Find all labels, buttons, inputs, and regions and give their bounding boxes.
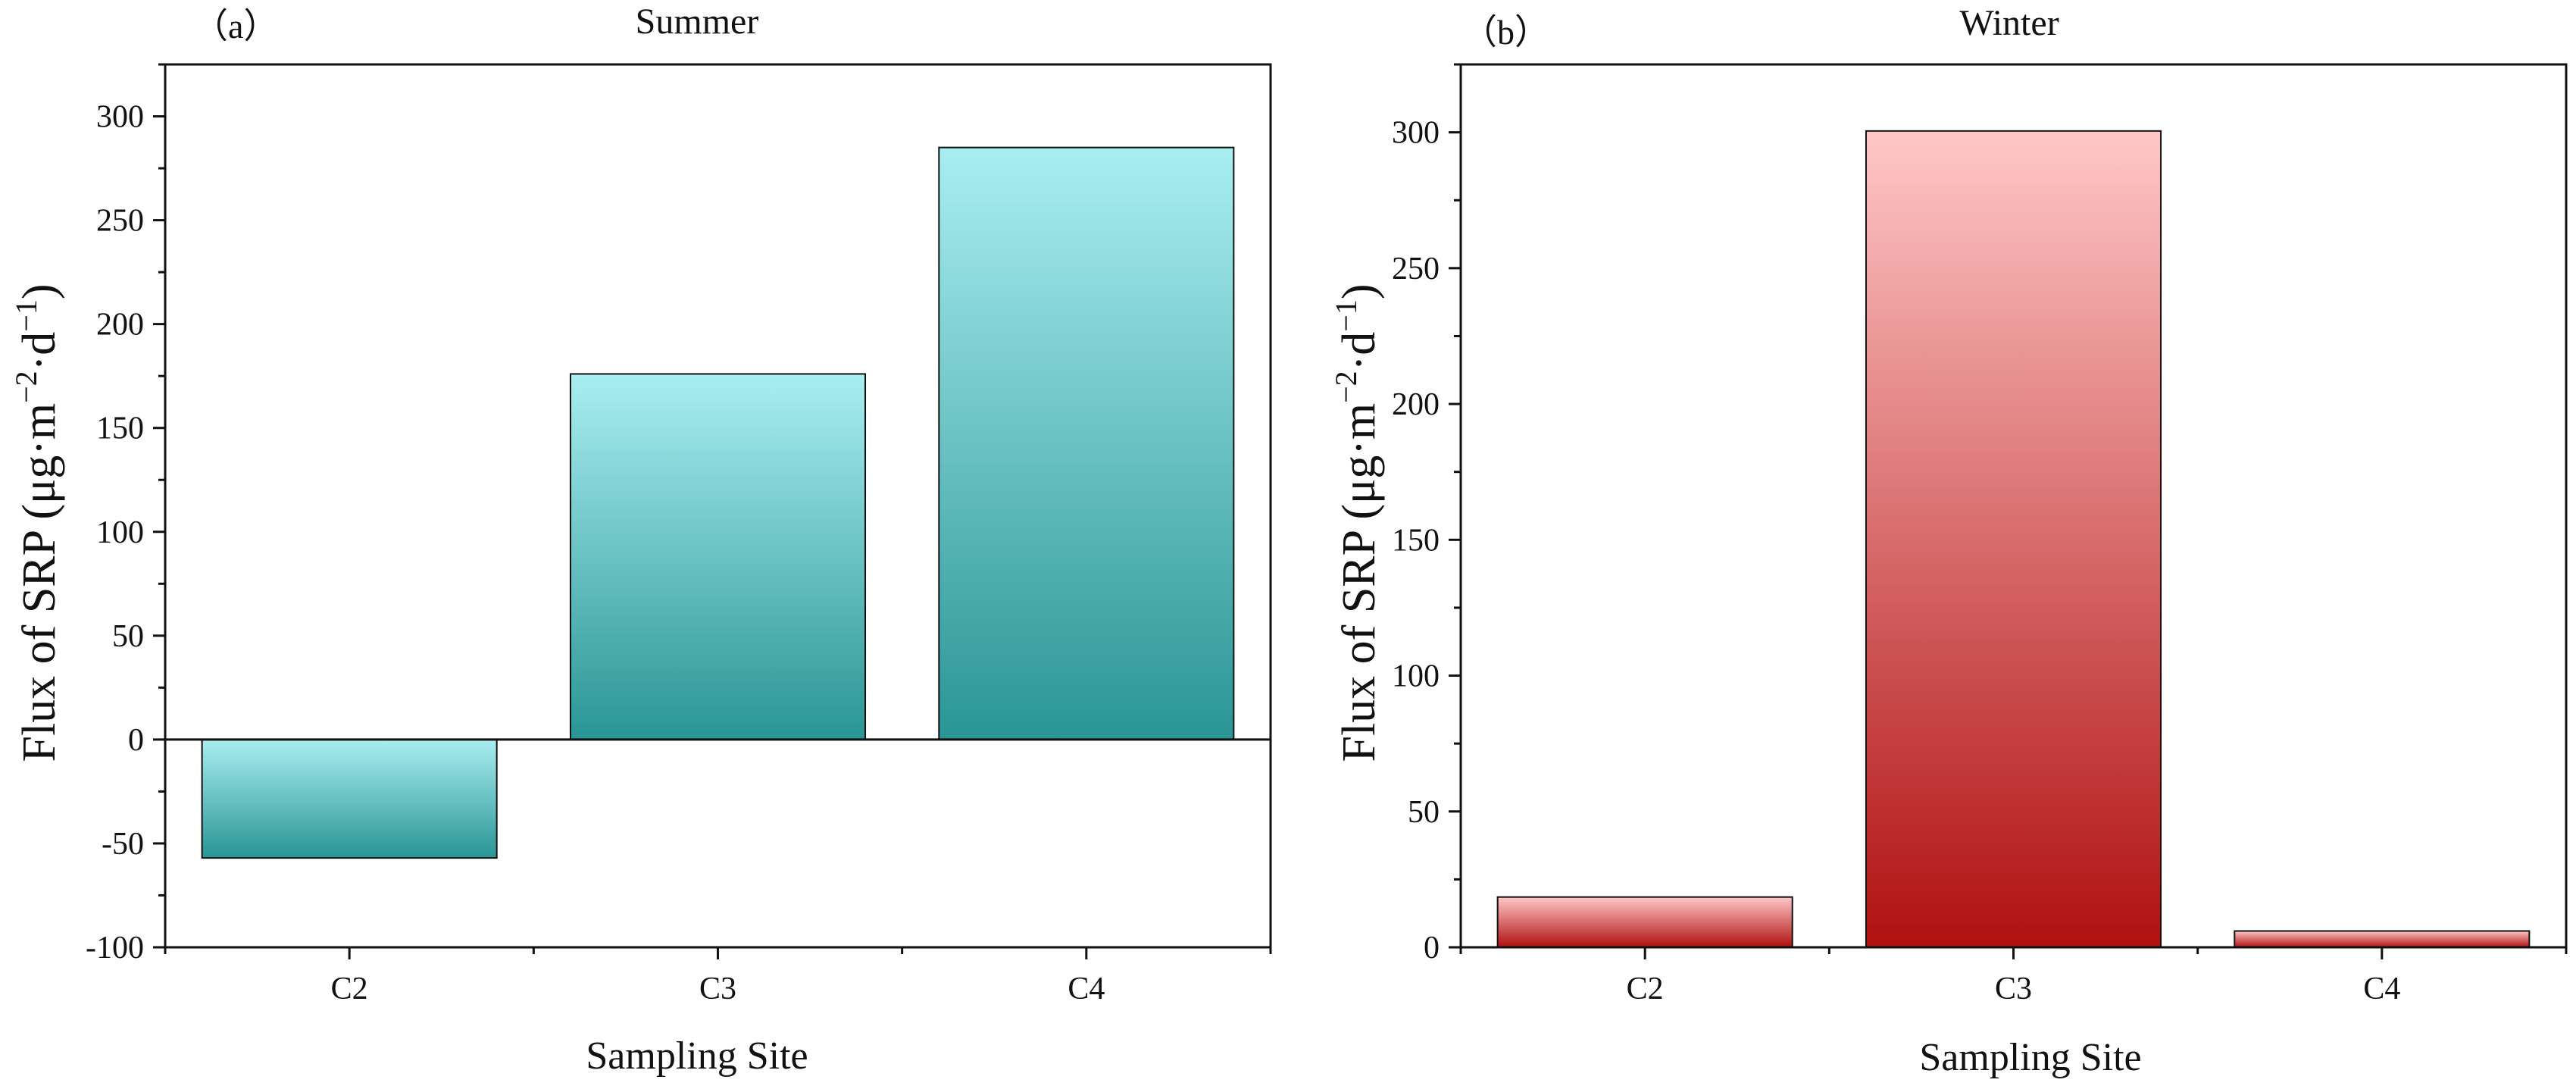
y-tick-label-summer: 150 — [96, 412, 144, 446]
x-tick-label-winter-c2: C2 — [1627, 972, 1664, 1006]
plot-area-summer: -100 -50 0 50 100 150 200 250 300 C2 C3 C4 — [86, 63, 1272, 1006]
x-axis-label-summer: Sampling Site — [586, 1034, 808, 1078]
panel-summer: （a） Summer Flux of SRP (μg·m−2·d−1) Samp… — [9, 2, 1272, 1078]
x-tick-label-winter-c3: C3 — [1995, 972, 2032, 1006]
x-tick-label-summer-c4: C4 — [1068, 972, 1105, 1006]
x-axis-label-winter: Sampling Site — [1919, 1036, 2141, 1079]
panel-label-b: （b） — [1462, 13, 1549, 52]
bar-winter-c3 — [1865, 130, 2162, 948]
y-tick-label-summer: 250 — [96, 204, 144, 239]
bar-summer-c3 — [569, 373, 867, 740]
x-tick-label-winter-c4: C4 — [2363, 972, 2400, 1006]
plot-area-winter: 0 50 100 150 200 250 300 C2 C3 C4 — [1392, 63, 2568, 1006]
y-tick-label-summer: -50 — [102, 827, 144, 862]
y-tick-label-summer: 300 — [96, 100, 144, 135]
y-tick-label-winter: 100 — [1392, 659, 1440, 694]
bar-winter-c2 — [1496, 896, 1793, 948]
x-tick-label-summer-c3: C3 — [699, 972, 736, 1006]
y-tick-label-winter: 250 — [1392, 252, 1440, 286]
y-axis-label-summer: Flux of SRP (μg·m−2·d−1) — [9, 283, 65, 762]
panel-label-a: （a） — [193, 7, 278, 45]
y-tick-label-winter: 300 — [1392, 116, 1440, 151]
bar-summer-c2 — [201, 738, 498, 859]
y-tick-label-winter: 200 — [1392, 387, 1440, 422]
y-tick-label-summer: -100 — [86, 931, 144, 965]
chart-title-summer: Summer — [636, 2, 759, 42]
bar-summer-c4 — [938, 146, 1235, 740]
bar-winter-c4 — [2234, 930, 2531, 949]
y-tick-label-summer: 0 — [128, 723, 144, 758]
y-tick-label-winter: 50 — [1408, 795, 1440, 830]
y-axis-label-winter: Flux of SRP (μg·m−2·d−1) — [1329, 283, 1385, 762]
y-tick-label-summer: 50 — [112, 619, 144, 654]
y-tick-label-winter: 0 — [1424, 931, 1440, 965]
y-tick-label-winter: 150 — [1392, 523, 1440, 558]
x-tick-label-summer-c2: C2 — [331, 972, 368, 1006]
chart-title-winter: Winter — [1959, 3, 2059, 43]
y-tick-label-summer: 100 — [96, 515, 144, 550]
panel-winter: （b） Winter Flux of SRP (μg·m−2·d−1) Samp… — [1329, 3, 2568, 1079]
y-tick-label-summer: 200 — [96, 308, 144, 343]
